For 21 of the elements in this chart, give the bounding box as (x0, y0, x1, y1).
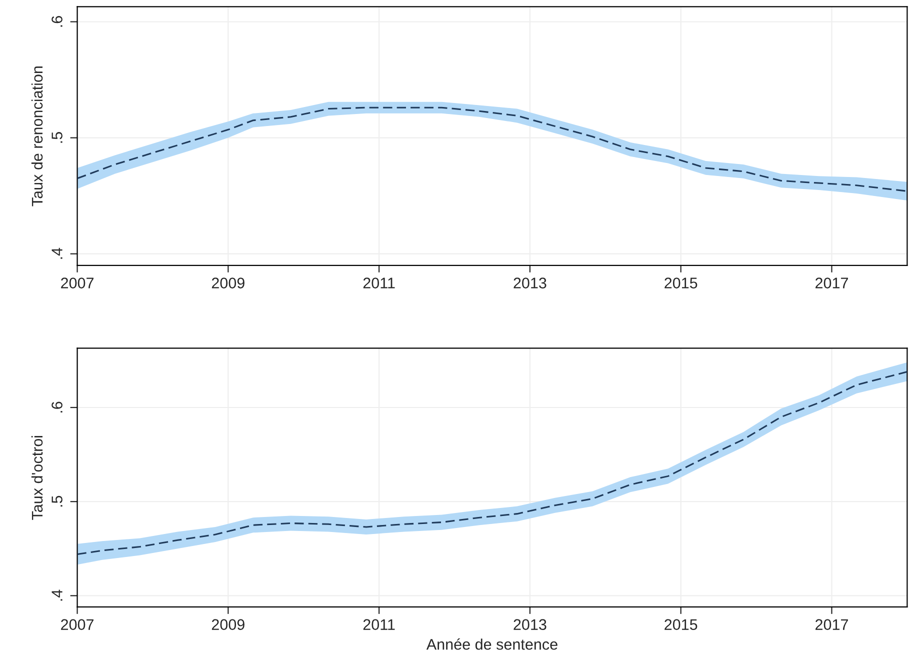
y-tick-label: .4 (52, 248, 62, 259)
x-tick-label: 2009 (212, 278, 244, 288)
y-tick-label: .6 (52, 16, 62, 27)
x-tick-label: 2009 (212, 619, 244, 630)
y-tick-label: .5 (52, 496, 62, 507)
y-tick-label: .5 (52, 132, 62, 143)
x-tick-label: 2017 (816, 278, 848, 288)
y-axis-title: Taux d'octroi (31, 436, 43, 520)
x-tick-label: 2017 (816, 619, 848, 630)
x-tick-label: 2007 (61, 278, 94, 288)
x-tick-label: 2007 (61, 619, 94, 630)
y-tick-label: .6 (52, 402, 62, 412)
y-tick-label: .4 (52, 590, 62, 601)
x-axis-title: Année de sentence (426, 638, 558, 650)
y-axis-title: Taux de renonciation (31, 66, 43, 206)
x-tick-label: 2011 (363, 278, 395, 288)
x-tick-label: 2011 (363, 619, 395, 630)
x-tick-label: 2013 (514, 278, 546, 288)
x-tick-label: 2015 (664, 278, 698, 288)
x-tick-label: 2015 (664, 619, 698, 630)
x-tick-label: 2013 (514, 619, 546, 630)
